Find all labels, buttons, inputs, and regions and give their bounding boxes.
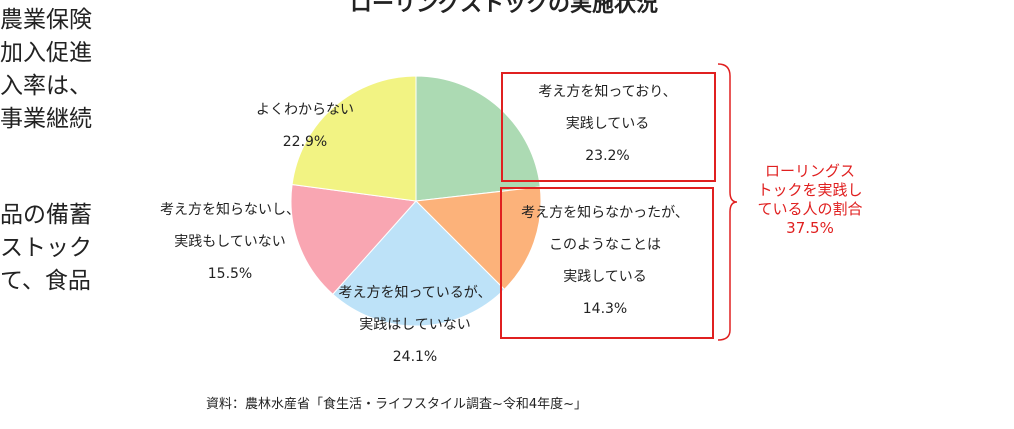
body-text-block-2: 品の備蓄 ストック て、食品 <box>0 199 92 298</box>
value-label: 22.9% <box>282 134 328 150</box>
annotation-line: ている人の割合 <box>757 200 863 218</box>
label-line: 考え方を知らなかったが、 <box>521 205 689 221</box>
body-text-line: 入率は、 <box>0 73 92 99</box>
body-text-block-1: 農業保険 加入促進 入率は、 事業継続 <box>0 4 92 136</box>
pie-slice-0 <box>415 75 541 202</box>
label-line: 考え方を知らないし、 <box>160 202 300 218</box>
label-line: よくわからない <box>256 102 354 118</box>
pie-slice-4 <box>291 75 417 202</box>
value-label: 24.1% <box>392 349 438 365</box>
body-text-line: 品の備蓄 <box>0 202 92 228</box>
annotation-rolling-stock-share: ローリングス トックを実践し ている人の割合 37.5% <box>750 162 870 238</box>
body-text-line: ストック <box>0 235 92 261</box>
slice-label-1: 考え方を知らなかったが、 このようなことは 実践している 14.3% <box>502 197 708 325</box>
slice-label-4: よくわからない 22.9% <box>230 94 380 158</box>
annotation-line: 37.5% <box>786 219 834 237</box>
annotation-line: トックを実践し <box>757 181 863 199</box>
label-line: 実践している <box>563 269 647 285</box>
pie-slice-3 <box>290 183 418 295</box>
label-line: 実践もしていない <box>174 234 286 250</box>
pie-slice-2 <box>332 200 506 327</box>
slice-label-2: 考え方を知っているが、 実践はしていない 24.1% <box>320 277 510 373</box>
slice-label-0: 考え方を知っており、 実践している 23.2% <box>505 76 710 172</box>
annotation-bracket <box>717 63 738 341</box>
slice-label-3: 考え方を知らないし、 実践もしていない 15.5% <box>140 194 320 290</box>
value-label: 15.5% <box>207 266 253 282</box>
body-text-line: 事業継続 <box>0 106 92 132</box>
pie-slice-1 <box>414 186 542 291</box>
chart-title: ローリングストックの実施状況 <box>350 0 659 17</box>
annotation-line: ローリングス <box>764 162 855 180</box>
value-label: 23.2% <box>585 148 630 164</box>
label-line: 考え方を知っているが、 <box>338 285 492 301</box>
body-text-line: て、食品 <box>0 268 91 294</box>
label-line: 実践している <box>565 116 650 132</box>
label-line: このようなことは <box>549 237 661 253</box>
highlight-box-2 <box>500 187 714 339</box>
highlight-box-1 <box>501 72 716 182</box>
source-note: 資料：農林水産省「食生活・ライフスタイル調査~令和4年度~」 <box>206 397 588 412</box>
body-text-line: 農業保険 <box>0 7 92 33</box>
value-label: 14.3% <box>582 301 628 317</box>
body-text-line: 加入促進 <box>0 40 92 66</box>
label-line: 実践はしていない <box>359 317 471 333</box>
label-line: 考え方を知っており、 <box>538 84 677 100</box>
